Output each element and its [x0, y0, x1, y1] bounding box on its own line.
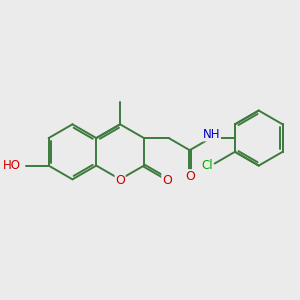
- Text: HO: HO: [3, 159, 21, 172]
- Text: Cl: Cl: [201, 159, 213, 172]
- Text: O: O: [185, 170, 195, 183]
- Text: O: O: [115, 174, 125, 187]
- Text: O: O: [162, 174, 172, 187]
- Text: NH: NH: [203, 128, 220, 141]
